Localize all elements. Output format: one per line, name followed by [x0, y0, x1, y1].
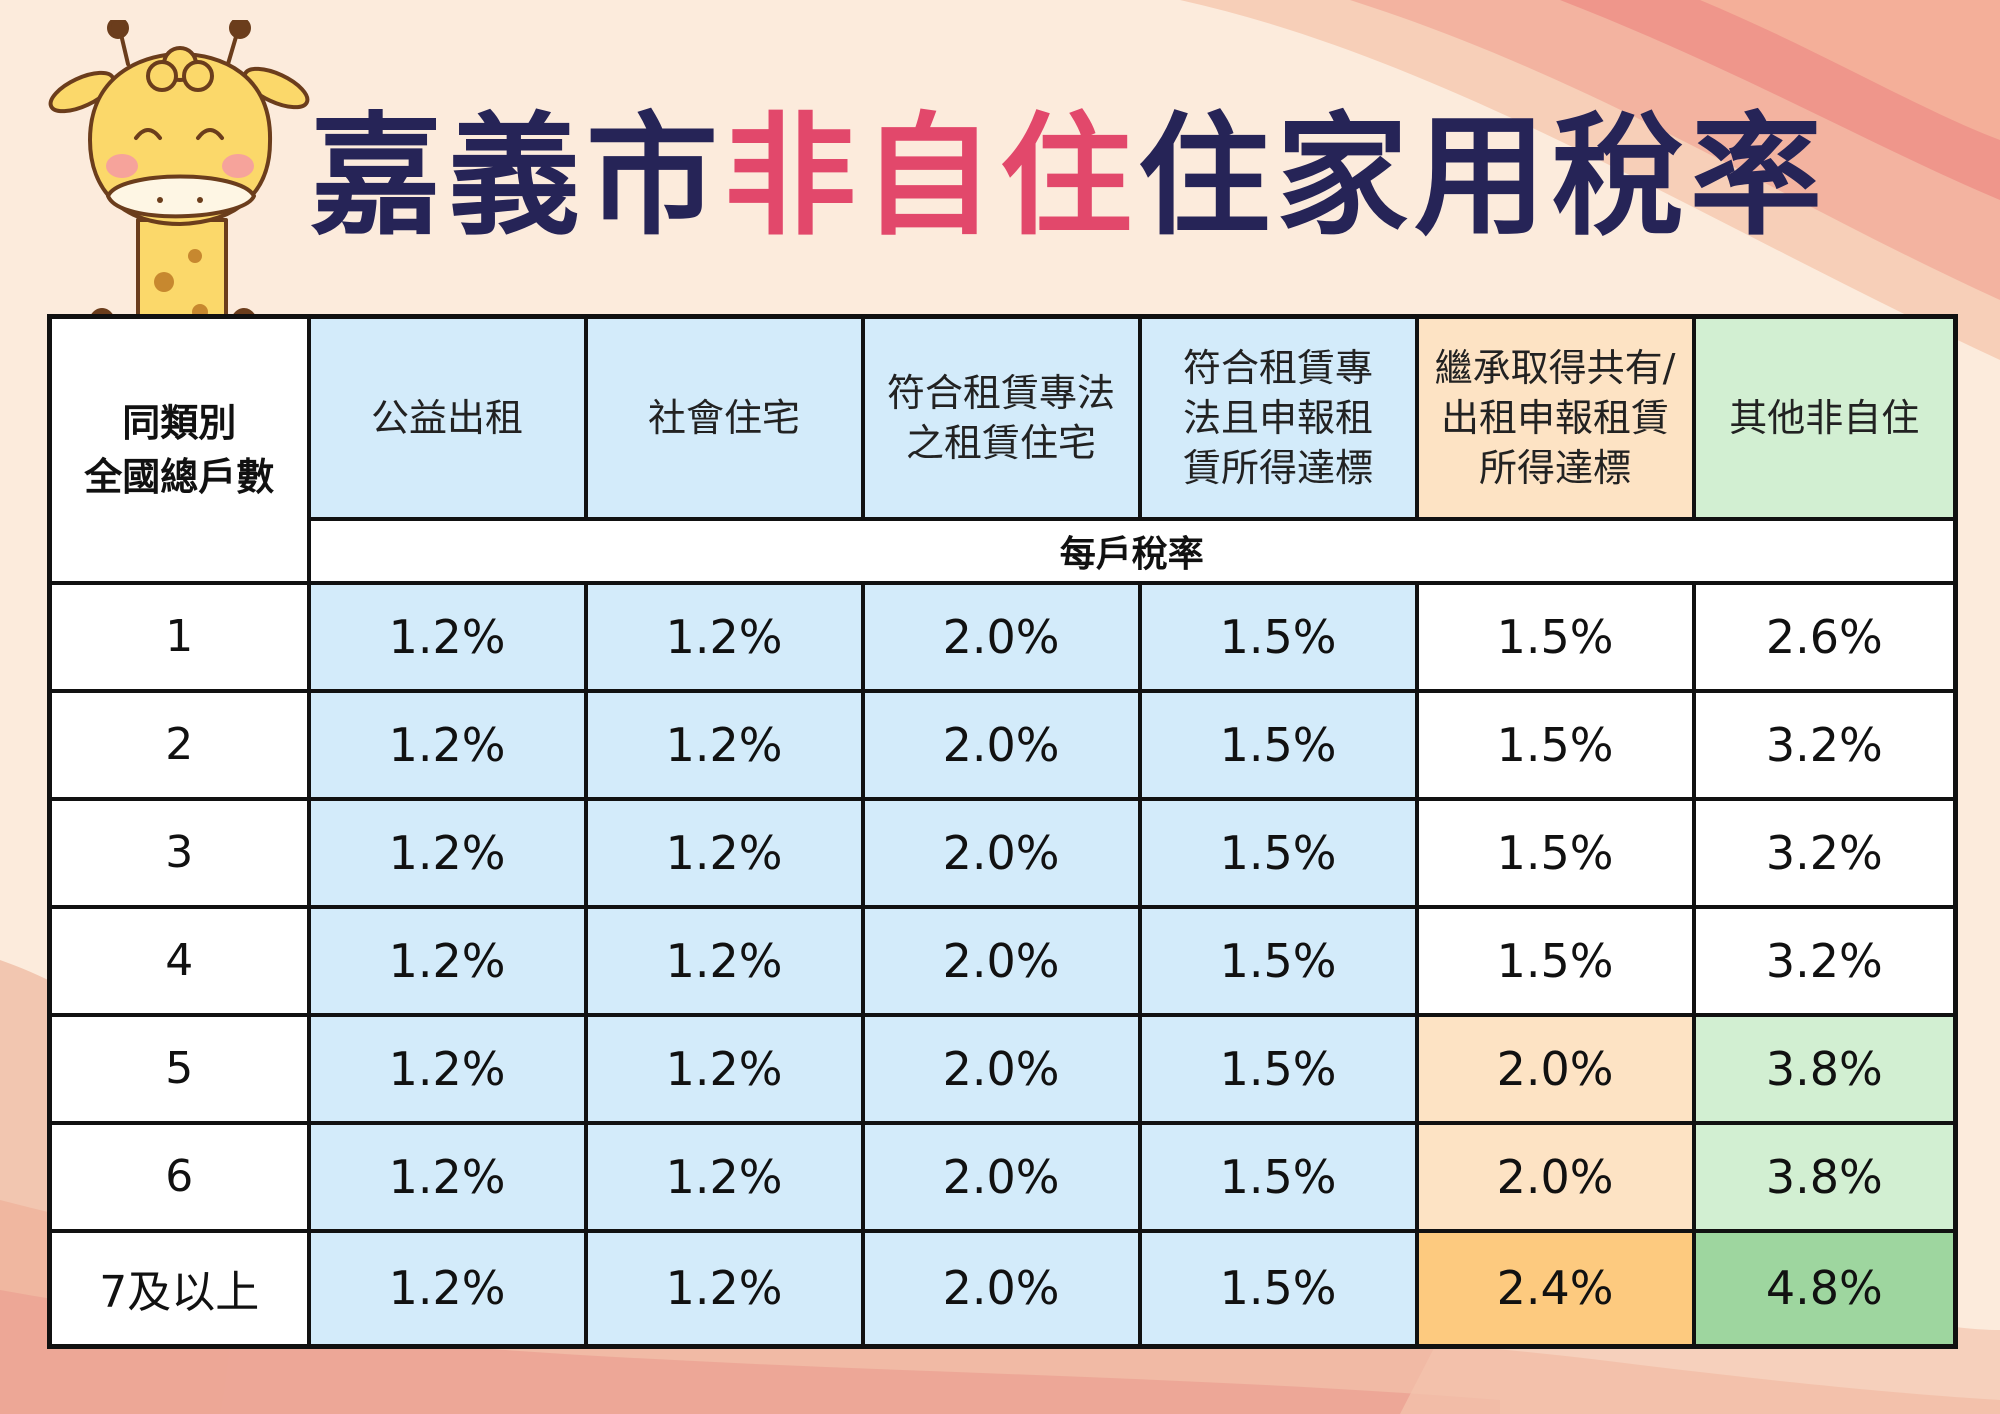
table-row: 2 1.2% 1.2% 2.0% 1.5% 1.5% 3.2% — [47, 688, 1958, 801]
rate-cell: 1.5% — [1137, 904, 1419, 1017]
row-label: 4 — [47, 904, 311, 1017]
rate-cell: 3.2% — [1691, 796, 1958, 909]
rate-cell: 4.8% — [1691, 1228, 1958, 1349]
rate-cell: 1.2% — [583, 1012, 865, 1125]
title-part-1: 嘉義市 — [310, 100, 724, 254]
rate-cell: 1.2% — [306, 796, 588, 909]
rate-cell: 2.0% — [860, 1012, 1142, 1125]
header-line: 繼承取得共有/ — [1434, 345, 1676, 390]
header-line: 法且申報租 — [1182, 395, 1373, 440]
table-row: 4 1.2% 1.2% 2.0% 1.5% 1.5% 3.2% — [47, 904, 1958, 1017]
row-label: 7及以上 — [47, 1228, 311, 1349]
rate-cell: 2.0% — [1414, 1120, 1696, 1233]
rate-cell: 1.2% — [306, 688, 588, 801]
rate-cell: 2.0% — [1414, 1012, 1696, 1125]
rate-cell: 1.2% — [583, 904, 865, 1017]
rate-cell: 1.2% — [583, 1120, 865, 1233]
table-row: 7及以上 1.2% 1.2% 2.0% 1.5% 2.4% 4.8% — [47, 1228, 1958, 1349]
rate-cell: 2.6% — [1691, 580, 1958, 693]
rate-cell: 1.5% — [1137, 796, 1419, 909]
row-label: 5 — [47, 1012, 311, 1125]
row-label: 2 — [47, 688, 311, 801]
page-title: 嘉義市非自住住家用稅率 — [310, 92, 1980, 262]
column-header-rental-act: 符合租賃專法 之租賃住宅 — [860, 314, 1142, 521]
header-line: 出租申報租賃 — [1440, 395, 1669, 440]
table-row: 5 1.2% 1.2% 2.0% 1.5% 2.0% 3.8% — [47, 1012, 1958, 1125]
rate-cell: 1.2% — [306, 580, 588, 693]
rate-cell: 1.5% — [1414, 904, 1696, 1017]
rate-cell: 1.2% — [306, 1120, 588, 1233]
rate-cell: 2.0% — [860, 904, 1142, 1017]
column-header-social-housing: 社會住宅 — [583, 314, 865, 521]
rate-cell: 2.0% — [860, 1120, 1142, 1233]
rate-cell: 2.4% — [1414, 1228, 1696, 1349]
header-line: 公益出租 — [370, 395, 523, 440]
rate-cell: 3.8% — [1691, 1120, 1958, 1233]
rate-cell: 2.0% — [860, 1228, 1142, 1349]
header-line: 其他非自住 — [1729, 395, 1920, 440]
rate-cell: 1.2% — [306, 1012, 588, 1125]
rate-cell: 1.5% — [1137, 1120, 1419, 1233]
table-row: 6 1.2% 1.2% 2.0% 1.5% 2.0% 3.8% — [47, 1120, 1958, 1233]
rate-cell: 1.5% — [1137, 580, 1419, 693]
column-header-inherited-shared: 繼承取得共有/ 出租申報租賃 所得達標 — [1414, 314, 1696, 521]
header-line: 符合租賃專法 — [886, 370, 1115, 415]
row-label: 1 — [47, 580, 311, 693]
rate-cell: 1.5% — [1137, 688, 1419, 801]
rate-cell: 1.2% — [583, 1228, 865, 1349]
per-household-rate-header: 每戶稅率 — [306, 516, 1958, 585]
header-row: 同類別 全國總戶數 公益出租 社會住宅 符合租賃專法 之租賃住宅 符合租賃專 法… — [47, 314, 1958, 585]
column-header-other-non-owner: 其他非自住 — [1691, 314, 1958, 521]
rate-cell: 1.5% — [1137, 1012, 1419, 1125]
header-line: 所得達標 — [1478, 445, 1631, 490]
title-part-2: 住家用稅率 — [1138, 100, 1828, 254]
rate-cell: 1.2% — [306, 1228, 588, 1349]
rate-cell: 3.8% — [1691, 1012, 1958, 1125]
rate-cell: 2.0% — [860, 688, 1142, 801]
header-line: 賃所得達標 — [1182, 445, 1373, 490]
rate-cell: 1.5% — [1414, 796, 1696, 909]
household-count-header: 同類別 全國總戶數 — [47, 314, 311, 585]
header-line: 社會住宅 — [647, 395, 800, 440]
table-row: 1 1.2% 1.2% 2.0% 1.5% 1.5% 2.6% — [47, 580, 1958, 693]
rate-cell: 1.2% — [583, 688, 865, 801]
rate-cell: 1.2% — [583, 796, 865, 909]
header-line: 符合租賃專 — [1182, 345, 1373, 390]
header-line: 同類別 — [122, 400, 237, 445]
row-label: 3 — [47, 796, 311, 909]
sub-header-row: 每戶稅率 — [50, 516, 1958, 585]
column-header-public-rental: 公益出租 — [306, 314, 588, 521]
rate-cell: 1.2% — [583, 580, 865, 693]
header-line: 之租賃住宅 — [905, 420, 1096, 465]
giraffe-icon — [48, 20, 310, 350]
rate-cell: 1.5% — [1414, 580, 1696, 693]
rate-cell: 2.0% — [860, 580, 1142, 693]
tax-rate-table: 同類別 全國總戶數 公益出租 社會住宅 符合租賃專法 之租賃住宅 符合租賃專 法… — [47, 314, 1958, 1349]
rate-cell: 3.2% — [1691, 904, 1958, 1017]
rate-cell: 1.5% — [1137, 1228, 1419, 1349]
row-label: 6 — [47, 1120, 311, 1233]
column-header-rental-act-income: 符合租賃專 法且申報租 賃所得達標 — [1137, 314, 1419, 521]
table-row: 3 1.2% 1.2% 2.0% 1.5% 1.5% 3.2% — [47, 796, 1958, 909]
header-line: 全國總戶數 — [84, 454, 275, 499]
rate-cell: 1.2% — [306, 904, 588, 1017]
rate-cell: 2.0% — [860, 796, 1142, 909]
rate-cell: 1.5% — [1414, 688, 1696, 801]
title-highlight: 非自住 — [724, 100, 1138, 254]
rate-cell: 3.2% — [1691, 688, 1958, 801]
